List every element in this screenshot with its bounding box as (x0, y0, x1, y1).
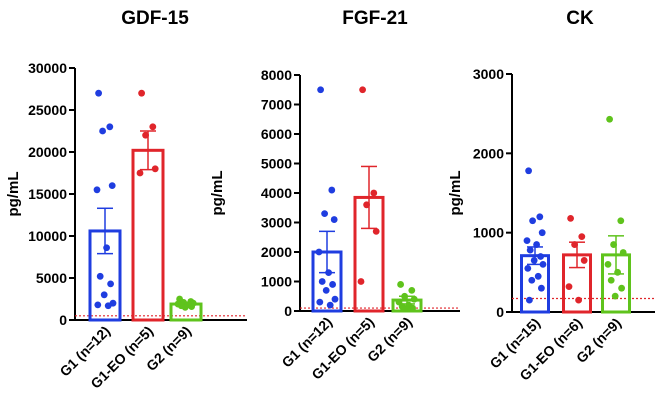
chart3-data-point (619, 249, 627, 256)
chart2-data-point (330, 216, 338, 223)
chart1-data-point (142, 131, 150, 139)
chart2-data-point (329, 281, 336, 288)
chart3-data-point (525, 167, 532, 175)
chart2-data-point (325, 269, 332, 277)
chart3-data-point (607, 276, 615, 284)
chart3-title: CK (566, 8, 594, 29)
chart2-data-point (322, 286, 330, 294)
chart2-data-point (328, 186, 336, 194)
chart2-y-tick-label: 8000 (261, 67, 292, 83)
chart3-y-tick-label: 1000 (473, 225, 504, 241)
chart3-data-point (571, 241, 578, 248)
chart1-data-point (151, 165, 159, 173)
chart3-y-tick-label: 0 (496, 304, 504, 320)
chart2-y-tick-label: 3000 (261, 215, 292, 231)
chart1-data-point (93, 186, 101, 194)
chart3-data-point (534, 272, 542, 280)
chart3-data-point (537, 253, 544, 260)
chart3-data-point (580, 257, 588, 264)
chart3-data-point (604, 261, 612, 268)
chart2-y-tick-label: 2000 (261, 244, 292, 260)
chart1-data-point (95, 89, 102, 97)
chart1-title: GDF-15 (121, 8, 189, 29)
chart3-data-point (524, 264, 532, 272)
chart3-data-point (617, 217, 625, 225)
chart3-data-point (618, 284, 625, 292)
chart1-y-tick-label: 0 (59, 312, 67, 328)
chart3-data-point (529, 217, 536, 225)
chart3-data-point (533, 241, 540, 248)
chart2-data-point (401, 292, 408, 300)
chart3-data-point (530, 257, 538, 264)
chart3-data-point (611, 292, 619, 300)
chart2-data-point (409, 304, 416, 312)
chart3-data-point (538, 284, 545, 292)
chart2-data-point (357, 278, 365, 285)
chart3-data-point (606, 115, 613, 123)
chart3-data-point (610, 241, 617, 248)
chart3-data-point (528, 276, 536, 284)
chart2-y-tick-label: 6000 (261, 126, 292, 142)
chart1-data-point (108, 182, 116, 190)
chart3-data-point (523, 237, 531, 245)
chart2-data-point (317, 86, 324, 94)
chart2-y-tick-label: 4000 (261, 185, 292, 201)
chart1-y-tick-label: 30000 (28, 60, 67, 76)
chart1-y-tick-label: 15000 (28, 186, 67, 202)
chart1-data-point (103, 244, 110, 252)
chart3-data-point (536, 213, 544, 221)
chart2-data-point (363, 201, 370, 209)
chart2-y-axis-label: pg/mL (209, 171, 226, 216)
chart2-y-tick-label: 0 (284, 303, 292, 319)
chart2-data-point (359, 86, 366, 94)
chart1-data-point (188, 303, 196, 310)
chart1-data-point (149, 123, 157, 131)
chart1-data-point (136, 169, 144, 177)
chart3-data-point (539, 261, 547, 268)
chart3-data-point (538, 229, 546, 237)
chart2-data-point (315, 248, 323, 256)
chart2-data-point (318, 278, 326, 285)
chart3-data-point (526, 246, 534, 254)
chart1-data-point (94, 301, 102, 309)
chart3-data-point (565, 283, 573, 291)
chart1-y-tick-label: 5000 (36, 270, 67, 286)
chart1-bar (131, 148, 165, 322)
chart1-y-tick-label: 20000 (28, 144, 67, 160)
chart2-data-point (410, 295, 418, 303)
chart1-y-tick-label: 25000 (28, 102, 67, 118)
chart1-y-tick-label: 10000 (28, 228, 67, 244)
chart2-y-tick-label: 7000 (261, 97, 292, 113)
chart3-y-tick-label: 3000 (473, 66, 504, 82)
chart1-y-axis-label: pg/mL (5, 172, 22, 217)
chart2-y-tick-label: 1000 (261, 274, 292, 290)
chart2-data-point (326, 301, 334, 309)
chart1-data-point (104, 302, 112, 310)
chart3-y-axis-label: pg/mL (447, 171, 464, 216)
chart2-data-point (402, 305, 410, 313)
chart3-data-point (575, 296, 582, 304)
chart2-data-point (370, 189, 378, 197)
chart3-y-tick-label: 2000 (473, 145, 504, 161)
chart2-data-point (316, 298, 324, 306)
chart2-data-point (397, 281, 404, 288)
chart1-data-point (106, 123, 114, 131)
chart2-y-tick-label: 5000 (261, 156, 292, 172)
chart1-data-point (107, 280, 114, 288)
chart3-data-point (578, 233, 586, 241)
chart3-data-point (567, 214, 574, 222)
chart1-data-point (138, 89, 146, 97)
chart1-data-point (100, 291, 108, 299)
chart1-data-point (96, 272, 104, 280)
chart2-data-point (331, 295, 339, 303)
chart2-data-point (321, 210, 328, 218)
chart2-data-point (372, 227, 380, 235)
chart3-data-point (526, 296, 533, 304)
chart2-title: FGF-21 (342, 8, 408, 29)
chart1-data-point (181, 304, 189, 311)
chart3-data-point (614, 268, 621, 276)
chart1-data-point (99, 127, 106, 135)
chart2-data-point (408, 286, 416, 294)
